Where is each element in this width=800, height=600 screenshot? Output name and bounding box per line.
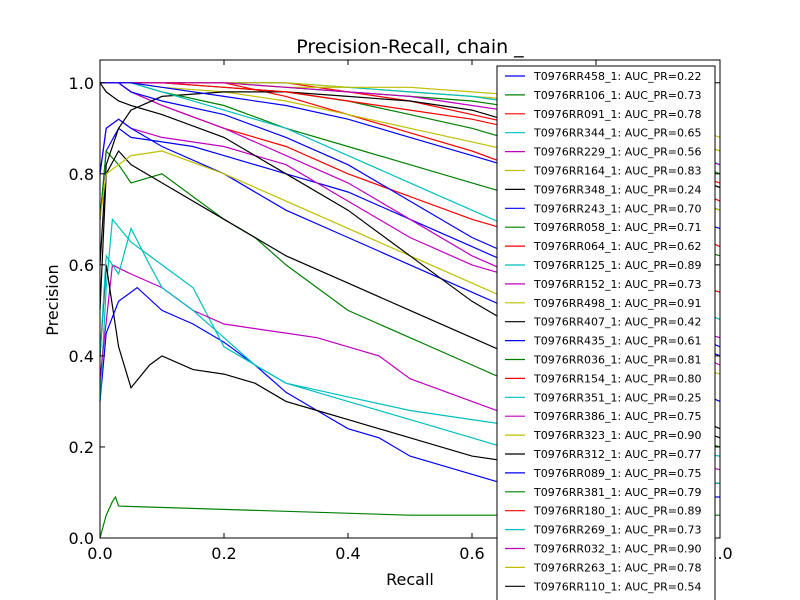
legend-label: T0976RR348_1: AUC_PR=0.24 [533,183,701,196]
chart-title: Precision-Recall, chain _ [296,36,524,58]
legend-label: T0976RR381_1: AUC_PR=0.79 [533,486,701,499]
legend: T0976RR458_1: AUC_PR=0.22 T0976RR106_1: A… [496,65,716,600]
legend-label: T0976RR435_1: AUC_PR=0.61 [533,335,701,348]
legend-label: T0976RR351_1: AUC_PR=0.25 [533,391,701,404]
x-tick-label: 0.4 [335,544,360,563]
legend-label: T0976RR344_1: AUC_PR=0.65 [533,127,701,140]
legend-label: T0976RR064_1: AUC_PR=0.62 [533,240,701,253]
y-tick-label: 0.4 [69,347,94,366]
legend-label: T0976RR386_1: AUC_PR=0.75 [533,410,701,423]
legend-label: T0976RR154_1: AUC_PR=0.80 [533,372,701,385]
x-axis-title: Recall [386,570,434,589]
y-tick-label: 0.8 [69,165,94,184]
legend-label: T0976RR125_1: AUC_PR=0.89 [533,259,701,272]
legend-label: T0976RR106_1: AUC_PR=0.73 [533,89,701,102]
legend-label: T0976RR458_1: AUC_PR=0.22 [533,70,701,83]
ticks-layer: 0.00.20.40.60.81.00.00.20.40.60.81.0 [69,60,733,563]
series-line-29 [99,495,720,539]
legend-label: T0976RR089_1: AUC_PR=0.75 [533,467,701,480]
x-tick-label: 0.2 [211,544,236,563]
legend-label: T0976RR152_1: AUC_PR=0.73 [533,278,701,291]
legend-label: T0976RR058_1: AUC_PR=0.71 [533,221,701,234]
legend-label: T0976RR036_1: AUC_PR=0.81 [533,354,701,367]
y-tick-label: 0.6 [69,256,94,275]
y-axis-title: Precision [43,264,62,335]
legend-box [496,65,716,600]
y-tick-label: 0.2 [69,438,94,457]
x-tick-label: 0.6 [459,544,484,563]
legend-label: T0976RR091_1: AUC_PR=0.78 [533,108,701,121]
legend-label: T0976RR032_1: AUC_PR=0.90 [533,543,701,556]
legend-label: T0976RR110_1: AUC_PR=0.54 [533,580,701,593]
legend-label: T0976RR269_1: AUC_PR=0.73 [533,524,701,537]
legend-label: T0976RR164_1: AUC_PR=0.83 [533,165,701,178]
y-tick-label: 0.0 [69,529,94,548]
legend-label: T0976RR243_1: AUC_PR=0.70 [533,202,701,215]
legend-label: T0976RR229_1: AUC_PR=0.56 [533,146,701,159]
legend-label: T0976RR498_1: AUC_PR=0.91 [533,297,701,310]
legend-label: T0976RR323_1: AUC_PR=0.90 [533,429,701,442]
legend-label: T0976RR263_1: AUC_PR=0.78 [533,561,701,574]
y-tick-label: 1.0 [69,74,94,93]
legend-label: T0976RR180_1: AUC_PR=0.89 [533,505,701,518]
legend-label: T0976RR312_1: AUC_PR=0.77 [533,448,701,461]
x-tick-label: 0.0 [87,544,112,563]
legend-label: T0976RR407_1: AUC_PR=0.42 [533,316,701,329]
plot-frame [99,59,721,539]
